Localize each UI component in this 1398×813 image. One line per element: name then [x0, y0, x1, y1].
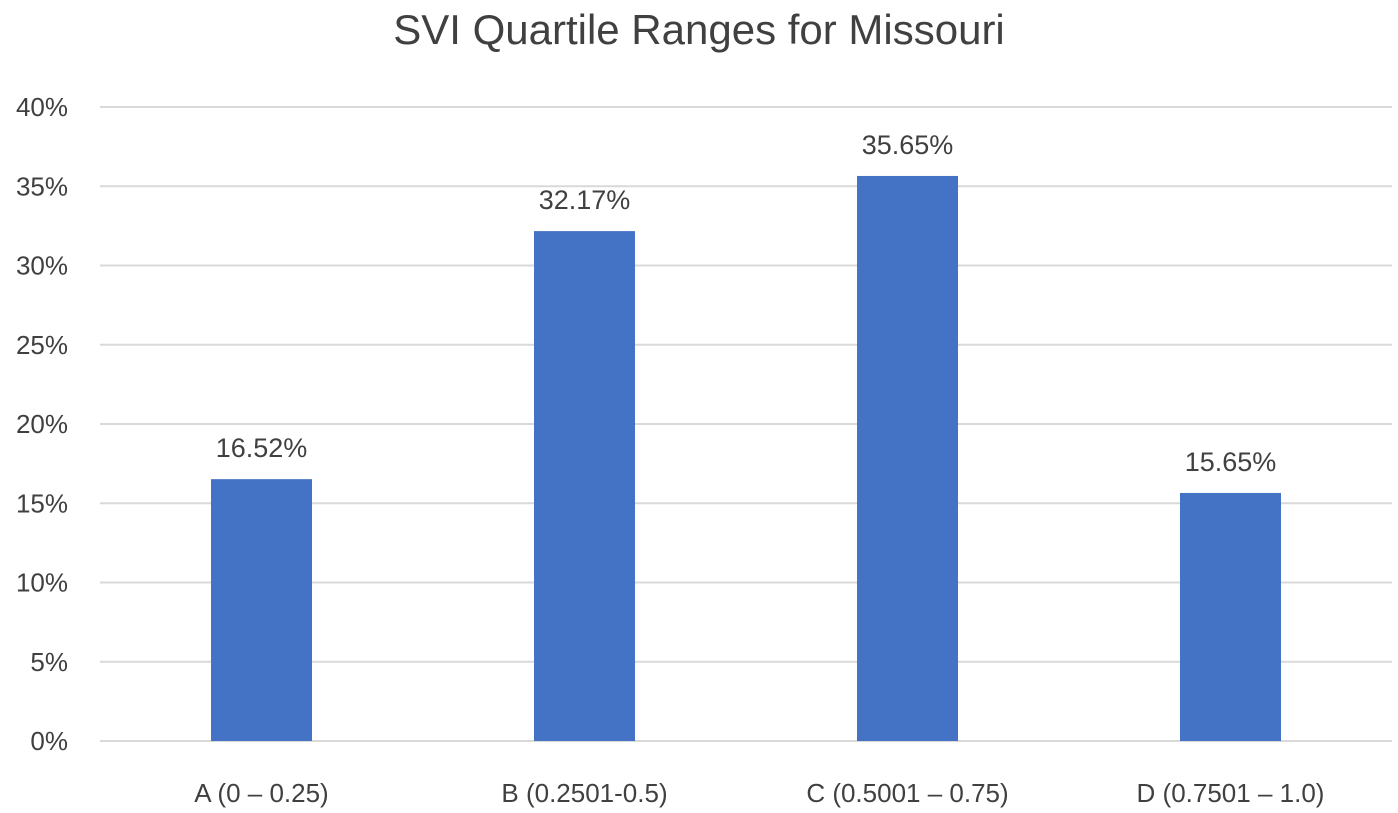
- y-tick-label: 0%: [30, 726, 68, 756]
- x-tick-label: D (0.7501 – 1.0): [1137, 778, 1325, 808]
- y-tick-label: 20%: [16, 409, 68, 439]
- y-tick-label: 35%: [16, 171, 68, 201]
- bar: [1180, 492, 1281, 741]
- x-tick-label: C (0.5001 – 0.75): [806, 778, 1008, 808]
- bars: [211, 175, 1281, 741]
- data-label: 16.52%: [216, 433, 308, 463]
- data-label: 15.65%: [1185, 447, 1277, 477]
- x-axis-ticks: A (0 – 0.25) B (0.2501-0.5) C (0.5001 – 0.…: [194, 778, 1324, 808]
- bar: [211, 479, 312, 741]
- bar: [534, 231, 635, 741]
- x-tick-label: B (0.2501-0.5): [501, 778, 667, 808]
- y-tick-label: 15%: [16, 488, 68, 518]
- bar: [857, 175, 958, 741]
- data-labels: 16.52% 32.17% 35.65% 15.65%: [216, 130, 1277, 477]
- x-tick-label: A (0 – 0.25): [194, 778, 328, 808]
- y-tick-label: 30%: [16, 251, 68, 281]
- gridlines: [100, 106, 1392, 742]
- y-tick-label: 5%: [30, 647, 68, 677]
- y-tick-label: 10%: [16, 568, 68, 598]
- y-tick-label: 40%: [16, 92, 68, 122]
- chart-title: SVI Quartile Ranges for Missouri: [393, 6, 1005, 53]
- y-tick-label: 25%: [16, 330, 68, 360]
- y-axis-ticks: 0% 5% 10% 15% 20% 25% 30% 35% 40%: [16, 92, 68, 756]
- data-label: 32.17%: [539, 185, 631, 215]
- data-label: 35.65%: [862, 130, 954, 160]
